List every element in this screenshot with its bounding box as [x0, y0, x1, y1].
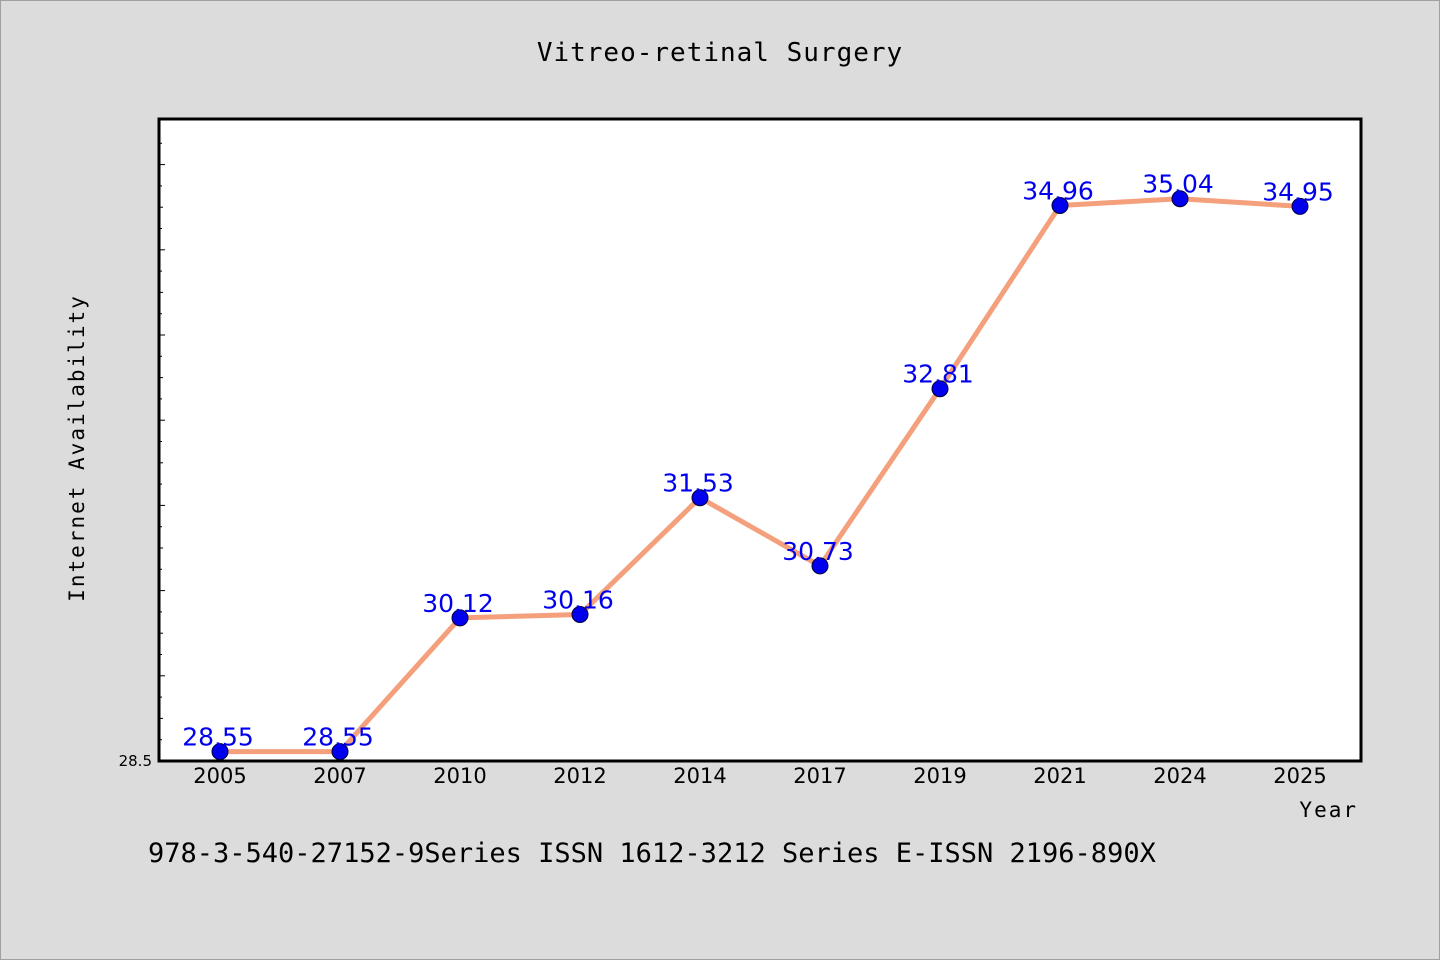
data-markers — [211, 190, 1309, 761]
x-tick-label: 2017 — [793, 764, 846, 788]
data-label: 32.81 — [902, 360, 974, 389]
data-point — [571, 606, 589, 623]
data-point — [1291, 197, 1309, 215]
x-tick-label: 2010 — [433, 764, 486, 788]
data-point — [931, 380, 949, 398]
data-label: 35.04 — [1142, 170, 1214, 199]
x-tick-label: 2021 — [1033, 764, 1086, 788]
x-tick-label: 2024 — [1153, 764, 1206, 788]
data-label: 28.55 — [182, 723, 254, 752]
data-label: 34.96 — [1022, 177, 1094, 206]
footer-text: 978-3-540-27152-9Series ISSN 1612-3212 S… — [148, 838, 1156, 869]
y-tick-label: 28.5 — [119, 752, 152, 770]
data-label: 30.12 — [422, 589, 494, 618]
y-axis-ticks — [159, 142, 165, 741]
x-tick-label: 2005 — [193, 764, 246, 788]
data-label: 31.53 — [662, 469, 734, 498]
x-tick-label: 2025 — [1273, 764, 1326, 788]
data-point — [331, 743, 349, 761]
chart-title: Vitreo-retinal Surgery — [537, 38, 903, 68]
data-label: 28.55 — [302, 723, 374, 752]
y-axis-label: Internet Availability — [65, 294, 89, 602]
data-label: 34.95 — [1262, 177, 1334, 206]
series-line — [217, 196, 1303, 755]
data-point — [811, 557, 829, 575]
x-tick-label: 2012 — [553, 764, 606, 788]
data-point — [1171, 190, 1189, 208]
x-tick-label: 2014 — [673, 764, 726, 788]
data-point — [1051, 197, 1069, 214]
data-point — [691, 489, 709, 507]
x-axis-tick-labels: 2005 2007 2010 2012 2014 2017 2019 2021 2024 2025 — [193, 764, 1326, 788]
data-point — [451, 609, 469, 627]
data-labels: 28.55 28.55 30.12 30.16 31.53 30.73 32.81 34.96… — [182, 170, 1334, 752]
x-axis-label: Year — [1299, 798, 1358, 822]
x-tick-label: 2007 — [313, 764, 366, 788]
x-tick-label: 2019 — [913, 764, 966, 788]
plot-area — [157, 117, 1363, 763]
data-label: 30.16 — [542, 586, 614, 615]
data-label: 30.73 — [782, 537, 854, 566]
data-point — [211, 743, 229, 761]
